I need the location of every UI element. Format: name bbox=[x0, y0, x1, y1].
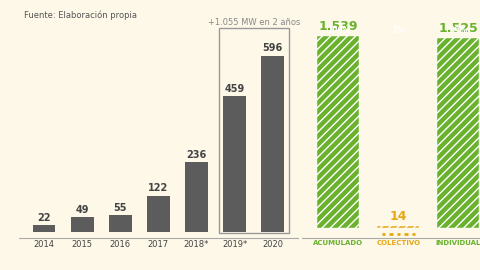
Text: 99%: 99% bbox=[449, 26, 468, 35]
Bar bbox=[223, 96, 246, 232]
Bar bbox=[185, 162, 208, 232]
Text: 55: 55 bbox=[113, 203, 127, 213]
Bar bbox=[377, 226, 420, 228]
Bar bbox=[109, 215, 132, 232]
Text: Fuente: Elaboración propia: Fuente: Elaboración propia bbox=[24, 11, 137, 20]
Text: 236: 236 bbox=[186, 150, 207, 160]
Text: 596: 596 bbox=[263, 43, 283, 53]
Bar bbox=[437, 38, 480, 228]
FancyBboxPatch shape bbox=[219, 28, 289, 233]
Text: 22: 22 bbox=[37, 213, 51, 223]
Bar bbox=[223, 96, 246, 232]
Bar bbox=[33, 225, 55, 232]
Text: 122: 122 bbox=[148, 183, 168, 193]
Text: 49: 49 bbox=[75, 205, 89, 215]
Bar bbox=[262, 56, 284, 232]
Text: 1.539: 1.539 bbox=[319, 20, 358, 33]
Text: 100%: 100% bbox=[327, 26, 350, 35]
Bar bbox=[71, 217, 94, 232]
Text: 1.525: 1.525 bbox=[439, 22, 478, 35]
Bar bbox=[147, 196, 170, 232]
Text: 14: 14 bbox=[390, 210, 407, 223]
Bar bbox=[317, 36, 360, 228]
Text: +1.055 MW en 2 años: +1.055 MW en 2 años bbox=[207, 18, 300, 27]
Text: 459: 459 bbox=[225, 84, 245, 94]
Bar bbox=[262, 56, 284, 232]
Text: 1%: 1% bbox=[392, 26, 405, 35]
